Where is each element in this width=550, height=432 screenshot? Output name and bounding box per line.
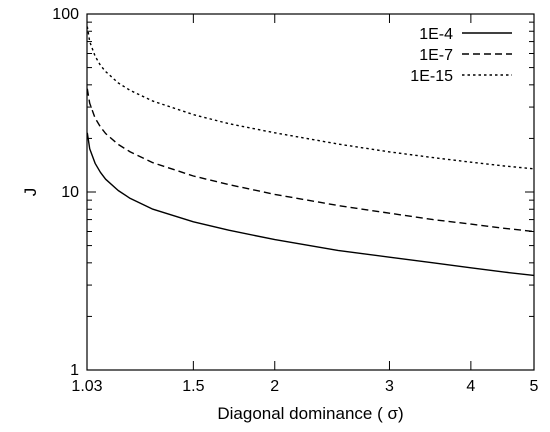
y-tick-label: 1 [70,362,79,379]
plot-lines [86,26,535,277]
legend-label: 1E-7 [419,47,453,64]
x-tick-label: 5 [530,378,539,395]
y-axis-ticks: 1 10 100 [52,6,534,379]
y-tick-label: 100 [52,6,79,23]
plot-frame [86,13,535,371]
legend-label: 1E-4 [419,26,453,43]
series-line-1e-7 [86,88,535,233]
y-axis-label: J [21,188,40,197]
y-tick-label: 10 [61,184,79,201]
x-tick-label: 1.5 [182,378,204,395]
legend-label: 1E-15 [410,68,453,85]
x-axis-label: Diagonal dominance ( σ) [217,404,403,423]
x-tick-label: 3 [385,378,394,395]
x-tick-label: 1.03 [71,378,102,395]
x-tick-label: 2 [270,378,279,395]
legend: 1E-4 1E-7 1E-15 [410,26,512,85]
series-line-1e-15 [86,26,535,170]
series-line-1e-4 [86,132,535,277]
x-tick-label: 4 [466,378,475,395]
x-axis-ticks: 1.03 1.5 2 3 4 5 [71,14,539,395]
